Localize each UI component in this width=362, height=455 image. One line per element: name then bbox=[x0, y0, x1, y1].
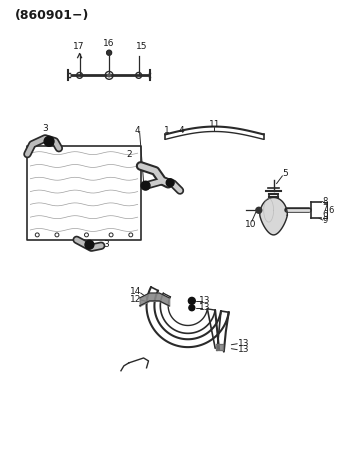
Circle shape bbox=[189, 305, 195, 311]
Text: 13: 13 bbox=[199, 303, 210, 312]
Circle shape bbox=[166, 179, 174, 187]
Circle shape bbox=[256, 207, 262, 213]
Text: 17: 17 bbox=[73, 42, 84, 51]
Text: 15: 15 bbox=[136, 42, 147, 51]
Text: 1: 1 bbox=[164, 126, 170, 135]
Circle shape bbox=[44, 136, 54, 146]
Text: 16: 16 bbox=[104, 40, 115, 48]
Circle shape bbox=[188, 298, 195, 304]
Text: 7: 7 bbox=[322, 204, 328, 213]
Text: 13: 13 bbox=[199, 296, 210, 305]
Circle shape bbox=[85, 240, 94, 249]
Circle shape bbox=[107, 50, 111, 55]
Text: 10: 10 bbox=[245, 220, 257, 228]
Text: 13: 13 bbox=[239, 345, 250, 354]
Text: (860901−): (860901−) bbox=[14, 9, 89, 22]
Text: 2: 2 bbox=[126, 150, 132, 159]
Text: 6: 6 bbox=[328, 206, 333, 215]
Polygon shape bbox=[260, 197, 287, 235]
Text: 14: 14 bbox=[130, 288, 142, 297]
Text: 8: 8 bbox=[322, 197, 328, 206]
Circle shape bbox=[108, 74, 111, 77]
Text: 4: 4 bbox=[178, 126, 184, 135]
Text: 6: 6 bbox=[322, 210, 328, 219]
Text: 13: 13 bbox=[239, 339, 250, 348]
Text: 11: 11 bbox=[209, 120, 220, 129]
Text: 5: 5 bbox=[282, 169, 288, 178]
Text: 3: 3 bbox=[42, 124, 48, 133]
Circle shape bbox=[141, 181, 150, 190]
Text: 12: 12 bbox=[130, 295, 142, 304]
Text: 4: 4 bbox=[135, 126, 140, 135]
Text: 9: 9 bbox=[322, 216, 327, 225]
Text: 3: 3 bbox=[103, 240, 109, 249]
